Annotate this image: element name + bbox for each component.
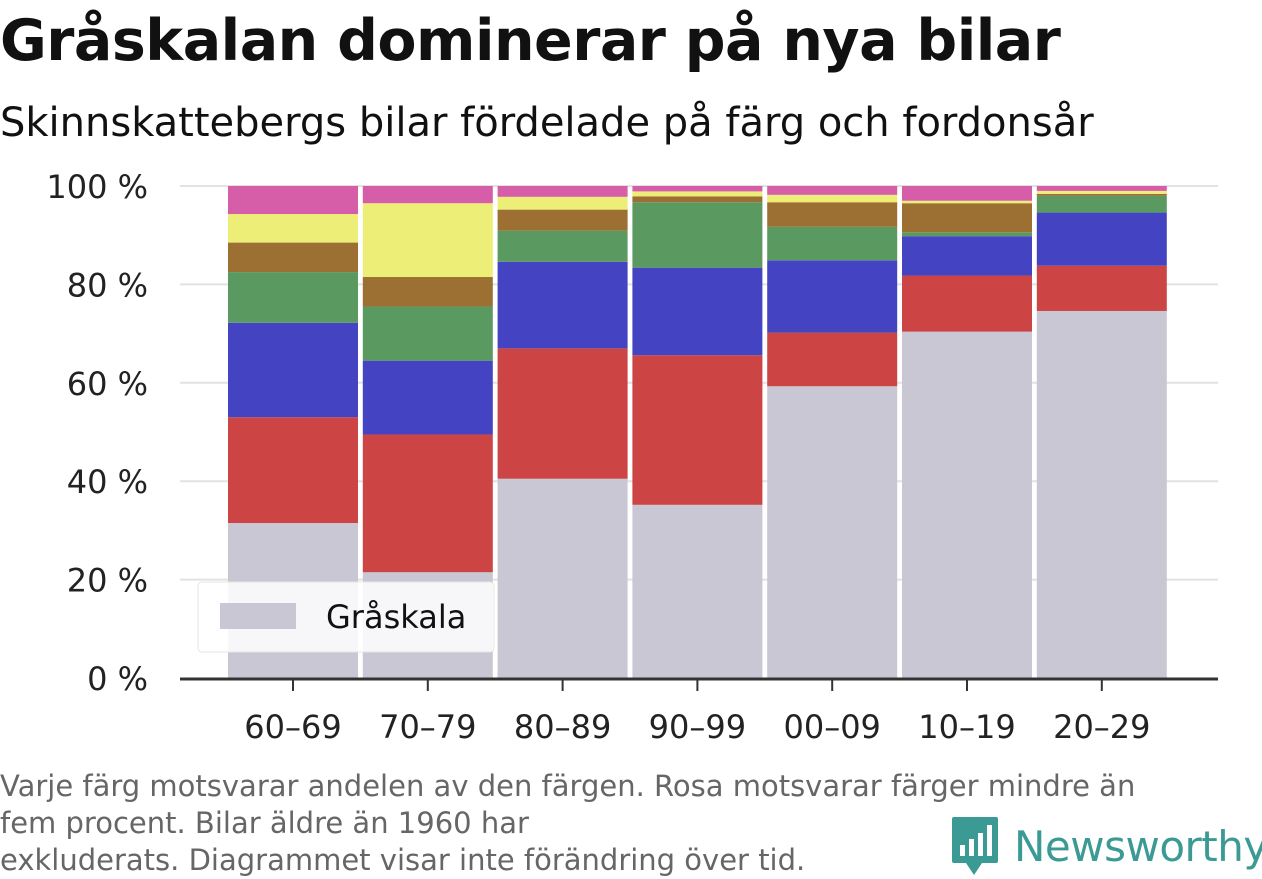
chart-subtitle: Skinnskattebergs bilar fördelade på färg… (0, 100, 1094, 146)
bar-segment (228, 417, 358, 524)
footnote-line: fem procent. Bilar äldre än 1960 har (0, 806, 529, 840)
bar-segment (362, 434, 493, 573)
x-tick-label: 70–79 (379, 708, 476, 746)
bar-segment (902, 203, 1032, 233)
bar-segment (767, 260, 898, 333)
y-tick-label: 100 % (46, 168, 148, 206)
bar-segment (362, 186, 493, 204)
bar-segment (902, 236, 1032, 276)
bar-segment (362, 203, 493, 278)
bar-segment (767, 386, 898, 678)
bar-segment (632, 267, 763, 356)
newsworthy-logo-icon (952, 817, 998, 875)
bar-segment (902, 186, 1032, 201)
bar-segment (1036, 186, 1167, 191)
bar-segment (228, 186, 358, 215)
x-axis: 60–69 70–79 80–89 90–99 00–09 10–19 20–29 (180, 677, 1218, 746)
stacked-bar-chart: 0 % 20 % 40 % 60 % 80 % 100 % 60–69 70–79 80–89… (46, 168, 1218, 746)
footnote-line: Varje färg motsvarar andelen av den färg… (0, 769, 1136, 803)
y-axis-ticks: 0 % 20 % 40 % 60 % 80 % 100 % (46, 168, 148, 698)
bar-segment (1036, 265, 1167, 311)
bar-segment (767, 226, 898, 261)
bar-segment (497, 186, 628, 197)
y-tick-label: 80 % (67, 266, 148, 304)
x-tick-label: 60–69 (244, 708, 341, 746)
bars (228, 186, 1167, 678)
bar-segment (362, 306, 493, 361)
brand-name: Newsworthy (1014, 821, 1262, 871)
y-tick-label: 20 % (67, 562, 148, 600)
bar-segment (228, 242, 358, 273)
legend: Gråskala (197, 581, 495, 653)
bar-segment (902, 275, 1032, 332)
bar-segment (228, 272, 358, 323)
x-tick-label: 90–99 (649, 708, 746, 746)
bar-segment (497, 230, 628, 262)
bar-segment (632, 196, 763, 203)
x-tick-label: 00–09 (783, 708, 880, 746)
bar-segment (497, 209, 628, 231)
bar-segment (632, 186, 763, 192)
bar-segment (632, 355, 763, 505)
x-tick-label: 20–29 (1053, 708, 1150, 746)
bar-segment (767, 194, 898, 203)
bar-segment (1036, 212, 1167, 266)
bar-segment (1036, 190, 1167, 194)
bar-segment (1036, 195, 1167, 213)
bar-segment (632, 202, 763, 268)
y-tick-label: 0 % (87, 660, 148, 698)
bar-segment (902, 331, 1032, 678)
bar-segment (362, 360, 493, 435)
bar-segment (767, 332, 898, 387)
footnote-line: exkluderats. Diagrammet visar inte förän… (0, 843, 806, 877)
newsworthy-logo: Newsworthy (950, 815, 1262, 877)
bar-segment (362, 277, 493, 307)
y-tick-label: 60 % (67, 365, 148, 403)
bar-segment (632, 504, 763, 678)
bar-segment (767, 202, 898, 227)
bar-segment (767, 186, 898, 195)
bar-segment (902, 232, 1032, 237)
legend-box (197, 581, 495, 653)
x-tick-label: 10–19 (918, 708, 1015, 746)
footnote: Varje färg motsvarar andelen av den färg… (0, 768, 1230, 879)
bar-segment (228, 214, 358, 243)
bar-segment (497, 196, 628, 210)
chart-title: Gråskalan dominerar på nya bilar (0, 8, 1061, 74)
bar-segment (1036, 193, 1167, 196)
bar-segment (228, 322, 358, 418)
bar-segment (497, 478, 628, 678)
bar-segment (497, 348, 628, 479)
bar-segment (1036, 310, 1167, 678)
legend-label: Gråskala (326, 598, 466, 636)
legend-swatch (220, 603, 296, 629)
bar-segment (632, 191, 763, 197)
bar-segment (497, 261, 628, 349)
x-tick-label: 80–89 (514, 708, 611, 746)
bar-segment (902, 200, 1032, 204)
y-tick-label: 40 % (67, 463, 148, 501)
